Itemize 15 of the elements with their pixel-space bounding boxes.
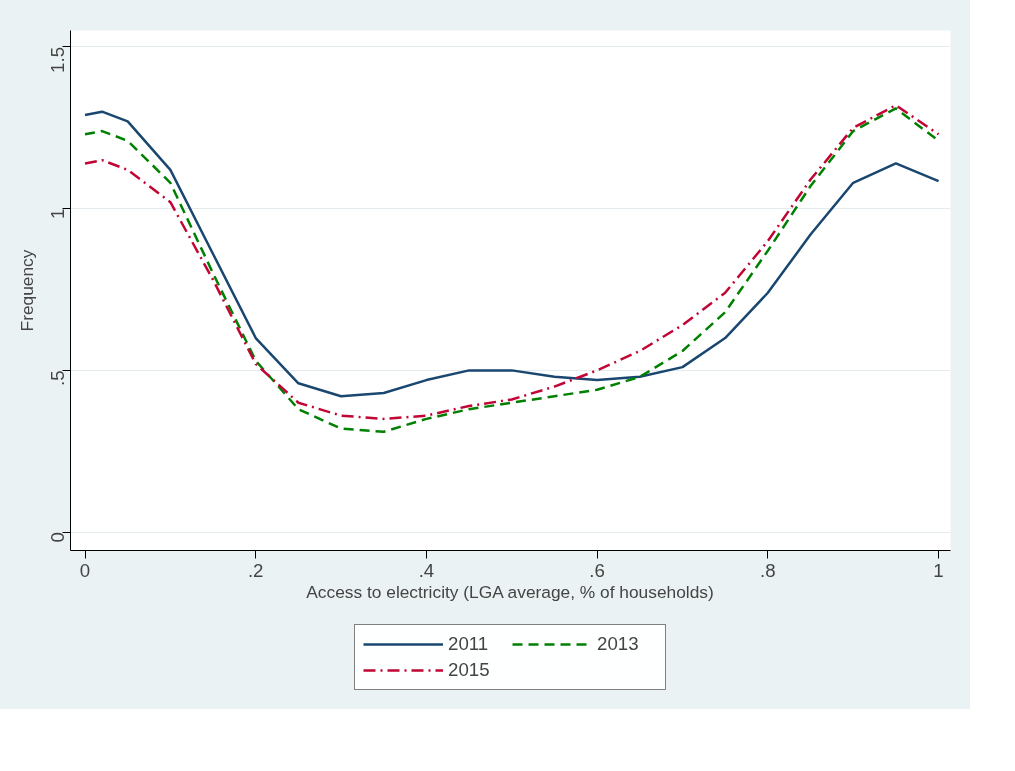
legend-label: 2011 (448, 632, 490, 655)
y-axis-title: Frequency (16, 249, 37, 332)
x-tick-label: .6 (589, 559, 605, 581)
x-tick-label: .4 (418, 559, 435, 581)
x-axis-title: Access to electricity (LGA average, % of households) (306, 581, 714, 602)
y-tick-label: 1.5 (47, 46, 68, 73)
legend-label: 2013 (597, 632, 640, 655)
y-tick-label: .5 (47, 370, 68, 386)
x-tick-label: .2 (247, 559, 264, 581)
y-tick-label: 1 (47, 208, 68, 220)
x-tick-label: 1 (933, 559, 944, 581)
x-tick-label: 0 (79, 559, 91, 581)
x-tick-label: .8 (760, 559, 776, 581)
legend-label: 2015 (448, 658, 491, 681)
y-tick-label: 0 (47, 532, 68, 543)
